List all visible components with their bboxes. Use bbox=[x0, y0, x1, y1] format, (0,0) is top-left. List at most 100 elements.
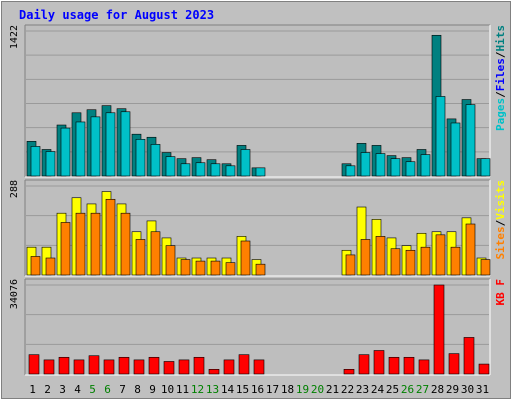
sites-bar bbox=[45, 257, 56, 276]
x-tick-label: 27 bbox=[416, 383, 429, 396]
kbf-bar bbox=[58, 356, 70, 375]
kbf-bar bbox=[178, 359, 190, 375]
kbf-bar bbox=[433, 284, 445, 375]
panel-bottom-series-label: KB F bbox=[494, 279, 507, 306]
kbf-bar bbox=[208, 368, 220, 375]
pages-bar bbox=[240, 149, 251, 177]
series-label-part: / bbox=[494, 51, 507, 58]
x-tick-label: 4 bbox=[74, 383, 81, 396]
pages-bar bbox=[120, 111, 131, 177]
series-label-part: Visits bbox=[494, 180, 507, 220]
kbf-bar bbox=[388, 356, 400, 375]
sites-bar bbox=[195, 260, 206, 276]
sites-bar bbox=[375, 236, 386, 276]
sites-bar bbox=[30, 256, 41, 276]
x-tick-label: 7 bbox=[119, 383, 126, 396]
pages-bar bbox=[150, 144, 161, 177]
x-tick-label: 20 bbox=[311, 383, 324, 396]
kbf-bar bbox=[373, 350, 385, 375]
series-label-part: Sites bbox=[494, 226, 507, 259]
sites-bar bbox=[465, 223, 476, 276]
kbf-bar bbox=[43, 359, 55, 375]
series-label-part bbox=[494, 286, 507, 293]
series-label-part: Pages bbox=[494, 98, 507, 131]
series-label-part: Files bbox=[494, 58, 507, 91]
panel-bottom-max-label: 34076 bbox=[9, 279, 20, 309]
pages-bar bbox=[450, 122, 461, 177]
x-tick-label: 25 bbox=[386, 383, 399, 396]
sites-bar bbox=[225, 262, 236, 276]
pages-bar bbox=[480, 158, 491, 177]
series-label-part: / bbox=[494, 91, 507, 98]
x-tick-label: 8 bbox=[134, 383, 141, 396]
sites-bar bbox=[450, 246, 461, 276]
panel-top-series-label: Pages/Files/Hits bbox=[494, 25, 507, 131]
pages-bar bbox=[210, 163, 221, 177]
x-tick-label: 30 bbox=[461, 383, 474, 396]
chart-title: Daily usage for August 2023 bbox=[19, 8, 214, 22]
x-tick-label: 6 bbox=[104, 383, 111, 396]
pages-bar bbox=[435, 96, 446, 177]
sites-bar bbox=[390, 248, 401, 276]
x-tick-label: 29 bbox=[446, 383, 459, 396]
sites-bar bbox=[180, 259, 191, 276]
panel-top-max-label: 1422 bbox=[9, 25, 20, 49]
sites-bar bbox=[75, 212, 86, 276]
x-tick-label: 5 bbox=[89, 383, 96, 396]
sites-bar bbox=[90, 212, 101, 276]
sites-bar bbox=[60, 222, 71, 276]
pages-bar bbox=[135, 138, 146, 177]
sites-bar bbox=[165, 245, 176, 276]
x-tick-label: 14 bbox=[221, 383, 235, 396]
panel-middle-max-label: 288 bbox=[9, 180, 20, 198]
sites-bar bbox=[240, 240, 251, 276]
x-tick-label: 15 bbox=[236, 383, 249, 396]
pages-bar bbox=[180, 163, 191, 177]
pages-bar bbox=[75, 121, 86, 177]
pages-bar bbox=[45, 151, 56, 177]
pages-bar bbox=[195, 162, 206, 177]
x-tick-label: 22 bbox=[341, 383, 354, 396]
sites-bar bbox=[255, 263, 266, 276]
x-tick-label: 12 bbox=[191, 383, 204, 396]
sites-bar bbox=[360, 239, 371, 276]
pages-bar bbox=[405, 161, 416, 177]
x-tick-label: 2 bbox=[44, 383, 51, 396]
x-tick-label: 13 bbox=[206, 383, 219, 396]
pages-bar bbox=[390, 158, 401, 177]
kbf-bar bbox=[133, 359, 145, 375]
x-tick-label: 3 bbox=[59, 383, 66, 396]
kbf-bar bbox=[343, 368, 355, 375]
kbf-bar bbox=[253, 359, 265, 375]
series-label-part: F bbox=[494, 279, 507, 286]
series-label-part: KB bbox=[494, 292, 507, 306]
kbf-bar bbox=[148, 356, 160, 375]
x-tick-label: 23 bbox=[356, 383, 369, 396]
pages-bar bbox=[255, 167, 266, 177]
pages-bar bbox=[375, 153, 386, 177]
pages-bar bbox=[165, 156, 176, 177]
pages-bar bbox=[60, 127, 71, 177]
x-tick-label: 24 bbox=[371, 383, 385, 396]
kbf-bar bbox=[463, 337, 475, 375]
series-label-part: / bbox=[494, 219, 507, 226]
x-tick-label: 17 bbox=[266, 383, 279, 396]
kbf-bar bbox=[238, 354, 250, 375]
sites-bar bbox=[135, 239, 146, 276]
kbf-bar bbox=[418, 359, 430, 375]
sites-bar bbox=[210, 260, 221, 276]
sites-bar bbox=[120, 212, 131, 276]
x-tick-label: 26 bbox=[401, 383, 414, 396]
pages-bar bbox=[420, 154, 431, 177]
sites-bar bbox=[405, 249, 416, 276]
kbf-bar bbox=[448, 353, 460, 375]
kbf-bar bbox=[478, 363, 490, 375]
x-tick-label: 21 bbox=[326, 383, 339, 396]
x-tick-label: 18 bbox=[281, 383, 294, 396]
kbf-bar bbox=[193, 356, 205, 375]
pages-bar bbox=[30, 146, 41, 177]
pages-bar bbox=[225, 165, 236, 177]
x-tick-label: 11 bbox=[176, 383, 189, 396]
